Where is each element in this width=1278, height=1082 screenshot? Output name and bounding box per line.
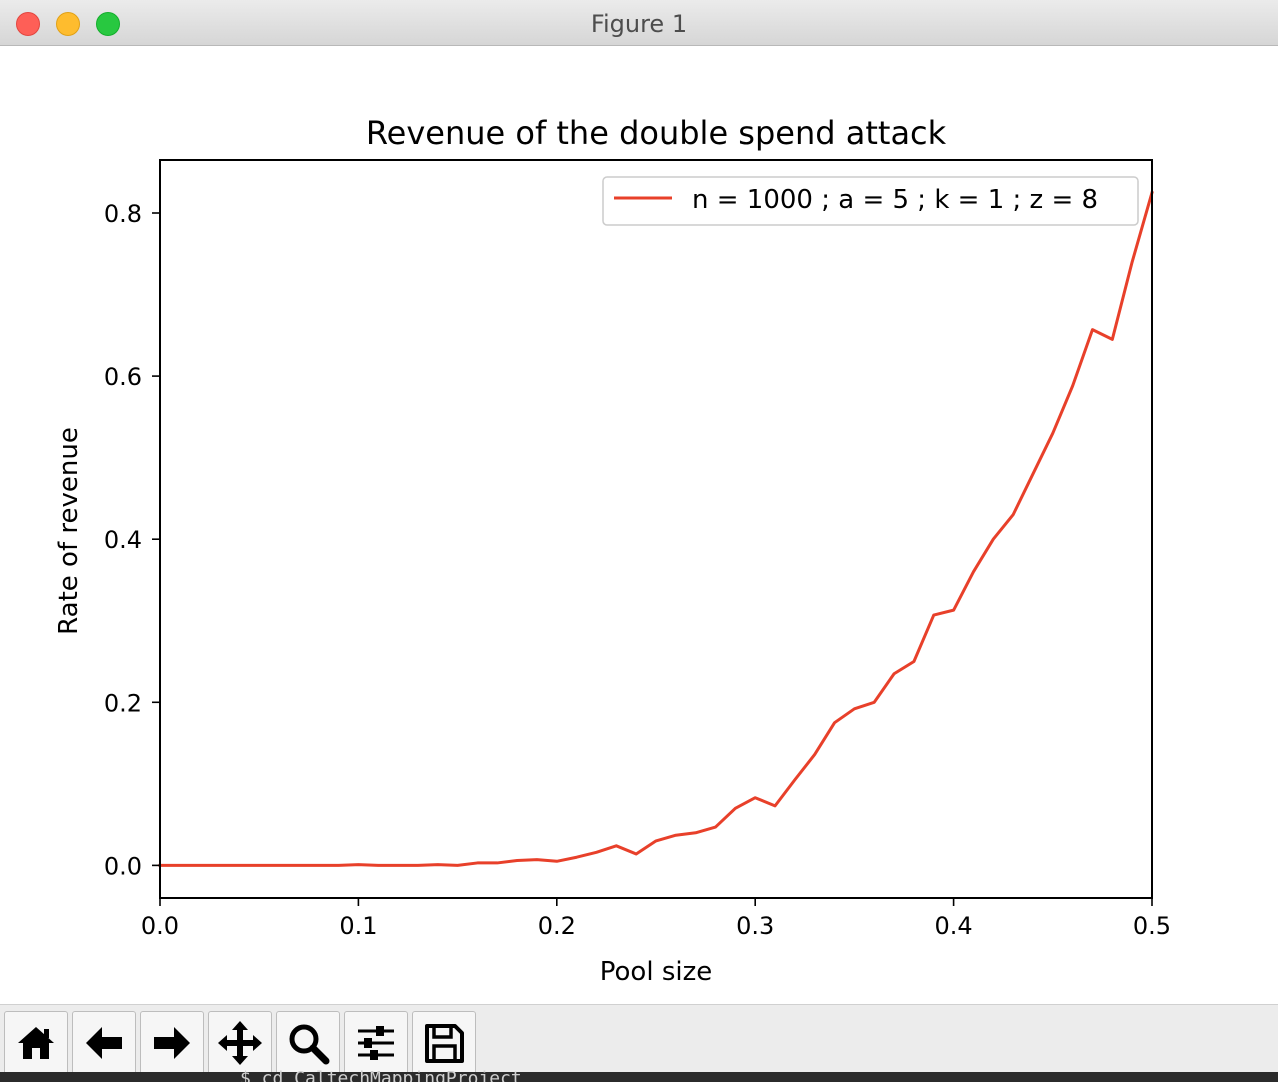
- legend-entry-label: n = 1000 ; a = 5 ; k = 1 ; z = 8: [692, 185, 1098, 215]
- title-bar[interactable]: Figure 1: [0, 0, 1278, 46]
- minimize-window-button[interactable]: [56, 12, 80, 36]
- x-axis-label: Pool size: [600, 957, 712, 987]
- back-button[interactable]: [72, 1011, 136, 1075]
- magnifier-icon: [289, 1024, 330, 1065]
- terminal-text: $ cd CaltechMappingProject: [240, 1068, 522, 1082]
- legend: n = 1000 ; a = 5 ; k = 1 ; z = 8: [602, 176, 1139, 226]
- x-tick-label: 0.2: [538, 912, 576, 940]
- axes-frame: [159, 159, 1153, 899]
- forward-button[interactable]: [140, 1011, 204, 1075]
- floppy-disk-icon: [425, 1024, 464, 1063]
- x-tick-label: 0.5: [1133, 912, 1171, 940]
- zoom-window-button[interactable]: [96, 12, 120, 36]
- x-tick-label: 0.1: [339, 912, 377, 940]
- navigation-toolbar: [0, 1004, 1278, 1082]
- arrow-right-icon: [154, 1027, 190, 1059]
- zoom-button[interactable]: [276, 1011, 340, 1075]
- home-button[interactable]: [4, 1011, 68, 1075]
- y-tick-label: 0.8: [104, 200, 142, 228]
- pan-button[interactable]: [208, 1011, 272, 1075]
- close-window-button[interactable]: [16, 12, 40, 36]
- figure-canvas[interactable]: Revenue of the double spend attack 0.0 0.…: [0, 46, 1278, 1004]
- y-tick-label: 0.2: [104, 689, 142, 717]
- y-tick-label: 0.6: [104, 363, 142, 391]
- arrow-left-icon: [86, 1027, 122, 1059]
- x-tick-label: 0.0: [141, 912, 179, 940]
- home-icon: [18, 1027, 54, 1059]
- y-tick-label: 0.0: [104, 852, 142, 880]
- series-line-0: [158, 190, 1154, 867]
- legend-box: [602, 176, 1139, 226]
- save-button[interactable]: [412, 1011, 476, 1075]
- background-terminal: [0, 1072, 1278, 1082]
- plot-area[interactable]: 0.0 0.1 0.2 0.3 0.4 0.5 0.0 0.2 0.4 0.6 0.8: [104, 159, 1171, 940]
- x-tick-label: 0.3: [736, 912, 774, 940]
- chart-title: Revenue of the double spend attack: [366, 114, 947, 152]
- move-icon: [218, 1021, 262, 1065]
- configure-subplots-button[interactable]: [344, 1011, 408, 1075]
- window-title: Figure 1: [590, 10, 688, 38]
- y-tick-label: 0.4: [104, 526, 142, 554]
- y-axis-label: Rate of revenue: [54, 427, 84, 635]
- sliders-icon: [358, 1026, 394, 1060]
- x-tick-label: 0.4: [935, 912, 973, 940]
- line-chart[interactable]: Revenue of the double spend attack 0.0 0.…: [0, 46, 1278, 1004]
